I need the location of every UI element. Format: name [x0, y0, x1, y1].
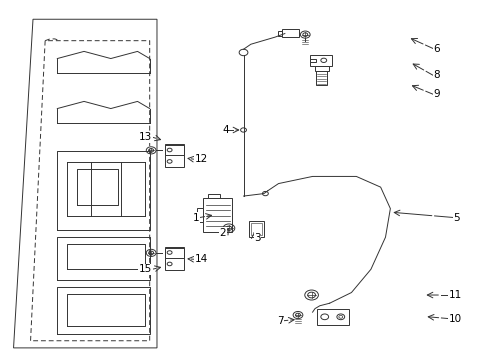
Text: 12: 12: [194, 154, 207, 164]
Text: 4: 4: [222, 125, 228, 135]
Text: 9: 9: [432, 89, 439, 99]
Bar: [250, 223, 262, 235]
Bar: [203, 198, 232, 232]
Text: 6: 6: [432, 44, 439, 54]
Bar: [309, 59, 315, 62]
Text: 11: 11: [448, 290, 461, 300]
Text: 8: 8: [432, 70, 439, 80]
Bar: [277, 31, 282, 36]
Bar: [164, 248, 184, 257]
Text: 3: 3: [254, 233, 260, 243]
Bar: [207, 194, 220, 198]
Text: 1: 1: [193, 212, 200, 222]
Text: 14: 14: [194, 254, 207, 264]
Bar: [309, 55, 331, 66]
Bar: [282, 29, 299, 37]
Bar: [164, 247, 184, 270]
Text: 15: 15: [139, 264, 152, 274]
Text: 10: 10: [448, 314, 461, 324]
Bar: [316, 71, 326, 85]
Bar: [164, 145, 184, 155]
Text: 5: 5: [453, 212, 459, 222]
Text: 2: 2: [219, 228, 225, 238]
Bar: [164, 144, 184, 167]
Text: 13: 13: [139, 132, 152, 142]
Bar: [197, 208, 203, 222]
Text: 7: 7: [276, 316, 283, 326]
Bar: [317, 309, 348, 325]
Bar: [249, 221, 264, 237]
Bar: [314, 66, 328, 71]
